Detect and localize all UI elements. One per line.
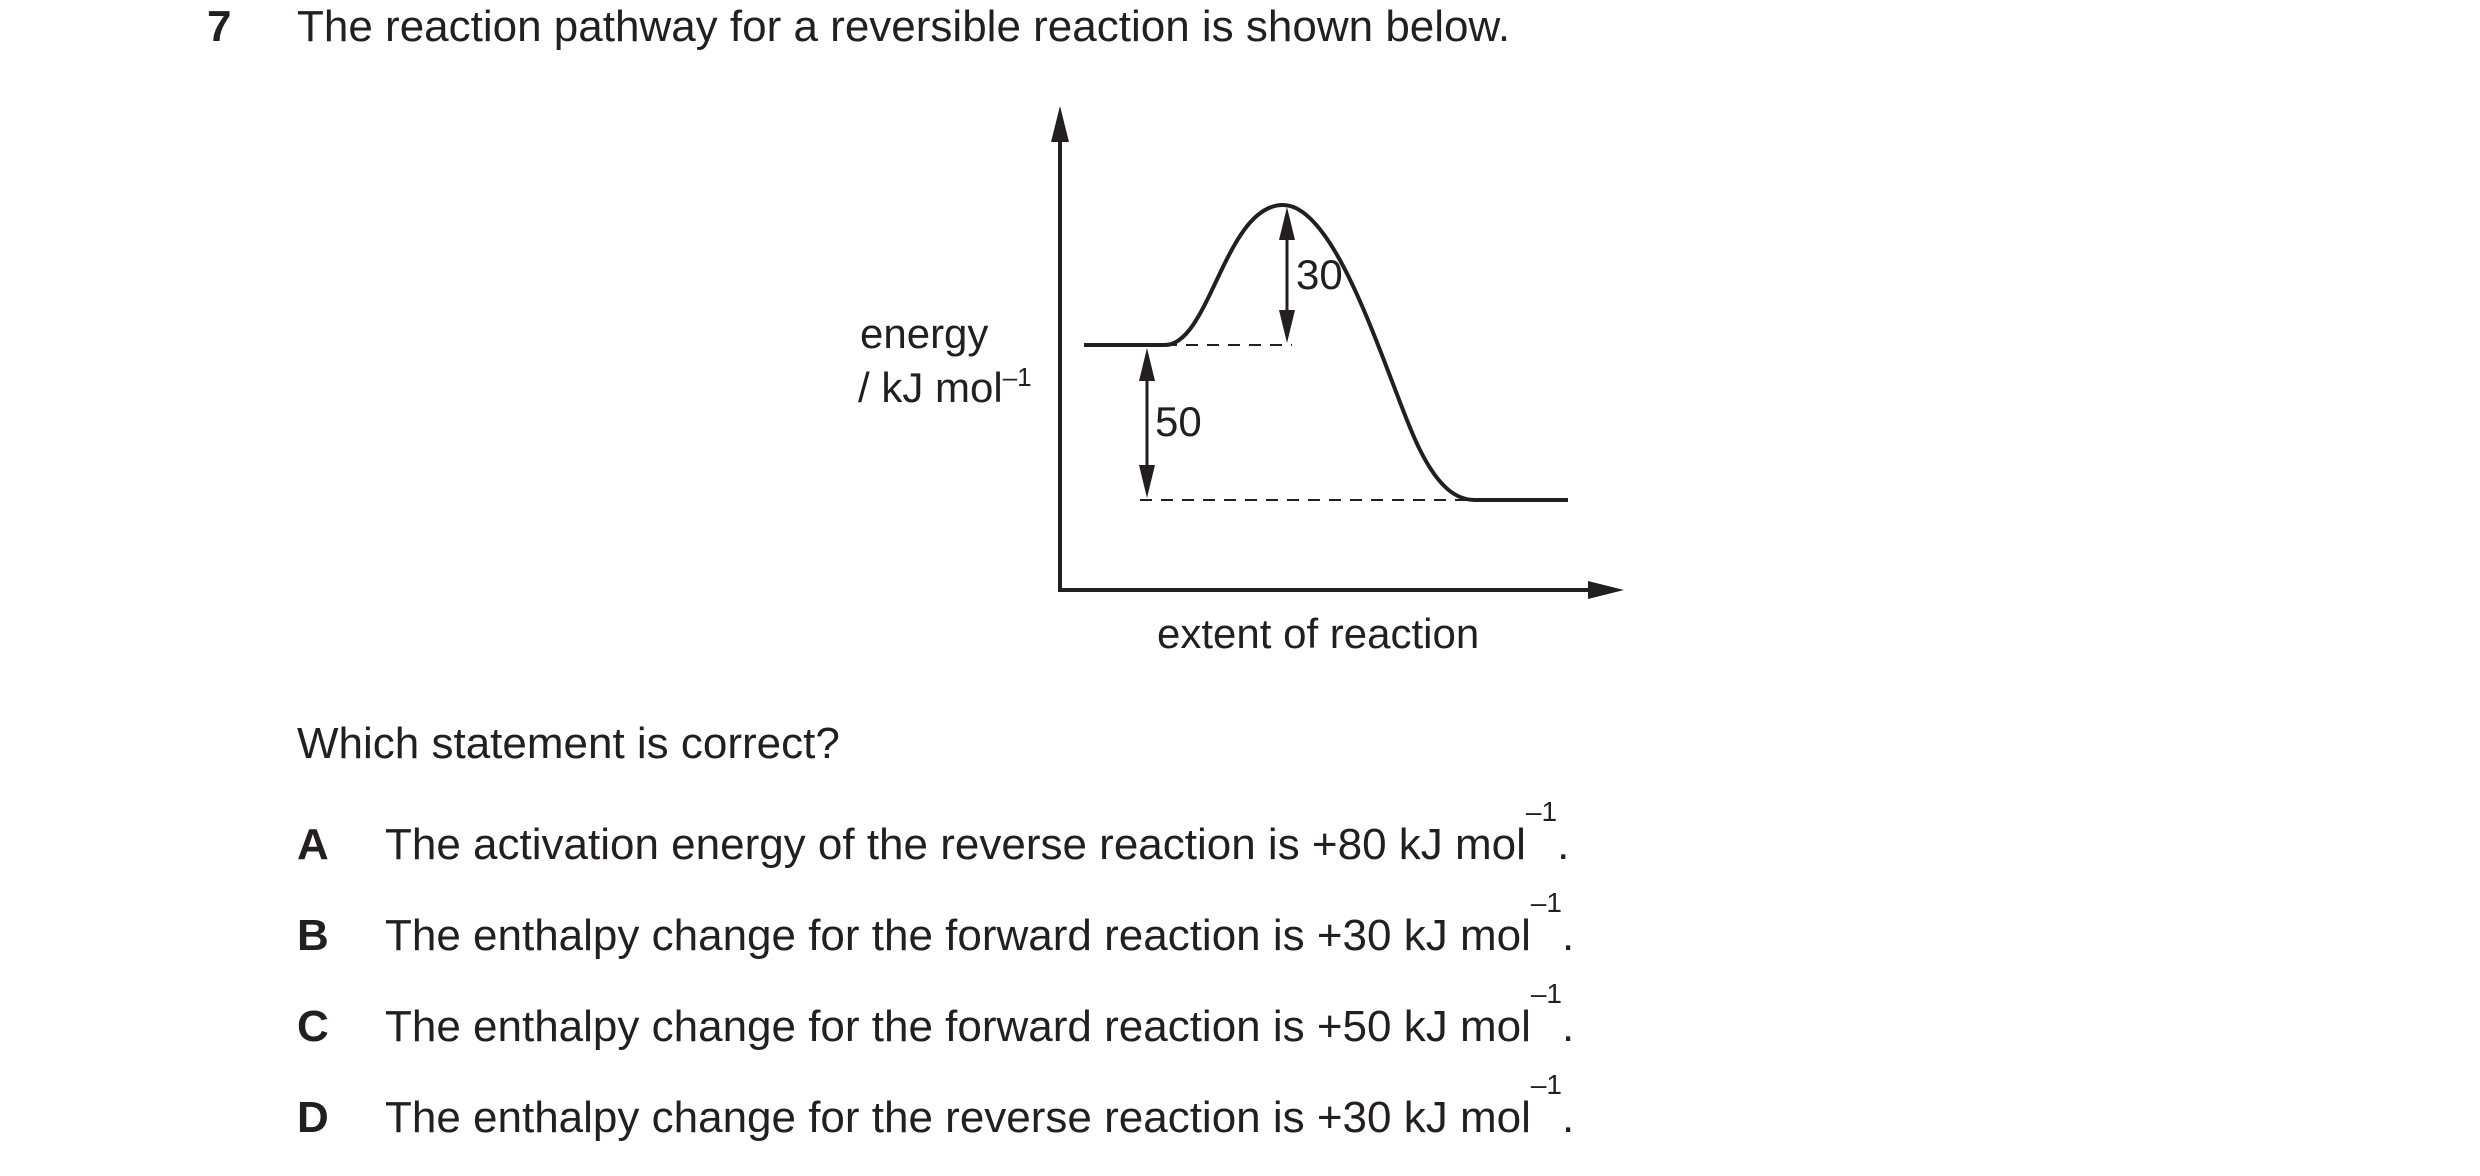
- enthalpy-change-value-label: 50: [1155, 398, 1202, 445]
- x-axis-label: extent of reaction: [1157, 610, 1479, 657]
- y-axis-label-units: / kJ mol–1: [858, 362, 1032, 411]
- option-b-text: The enthalpy change for the forward reac…: [385, 887, 1575, 961]
- activation-energy-value-label: 30: [1296, 251, 1343, 298]
- option-d-letter: D: [297, 1093, 329, 1142]
- activation-energy-arrowhead-down: [1279, 310, 1295, 343]
- reaction-pathway-curve: [1084, 202, 1568, 502]
- energy-profile-diagram: 30 50 energy / kJ mol–1 extent of reacti…: [858, 106, 1624, 657]
- y-axis-label-energy: energy: [860, 310, 988, 357]
- option-d-text: The enthalpy change for the reverse reac…: [385, 1069, 1575, 1143]
- enthalpy-change-arrowhead-down: [1139, 465, 1155, 498]
- option-c-text: The enthalpy change for the forward reac…: [385, 978, 1575, 1052]
- option-a-letter: A: [297, 820, 329, 869]
- x-axis-arrowhead: [1588, 581, 1624, 599]
- question-stem: The reaction pathway for a reversible re…: [297, 2, 1511, 51]
- question-prompt: Which statement is correct?: [297, 719, 840, 768]
- option-c-letter: C: [297, 1002, 329, 1051]
- y-axis-arrowhead: [1051, 106, 1069, 142]
- activation-energy-arrowhead-up: [1279, 207, 1295, 240]
- question-number: 7: [207, 2, 232, 51]
- enthalpy-change-arrowhead-up: [1139, 348, 1155, 381]
- option-a-text: The activation energy of the reverse rea…: [385, 796, 1570, 870]
- option-b-letter: B: [297, 911, 329, 960]
